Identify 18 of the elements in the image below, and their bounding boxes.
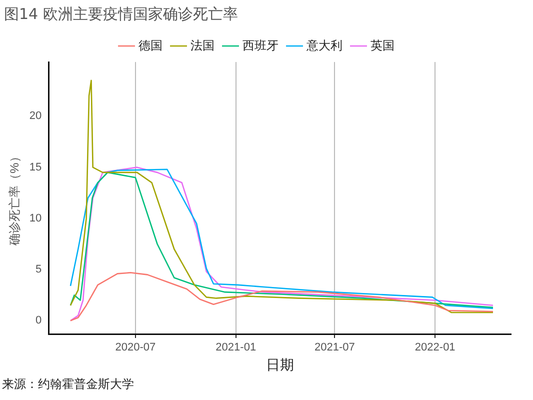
legend-label: 英国 [370, 38, 394, 52]
y-tick-label: 15 [29, 161, 42, 174]
x-tick-label: 2022-01 [414, 342, 456, 354]
legend-label: 意大利 [306, 38, 342, 52]
y-tick-label: 10 [29, 212, 42, 224]
x-tick-label: 2021-01 [216, 342, 256, 354]
legend-label: 德国 [138, 38, 162, 52]
x-tick-label: 2021-07 [314, 342, 355, 354]
chart-title: 图14 欧洲主要疫情国家确诊死亡率 [4, 4, 238, 23]
legend-label: 西班牙 [242, 38, 278, 52]
legend-label: 法国 [190, 38, 214, 52]
y-tick-label: 0 [36, 314, 42, 327]
source-note: 来源：约翰霍普金斯大学 [1, 376, 135, 393]
x-axis-title: 日期 [266, 356, 294, 372]
y-tick-label: 5 [36, 264, 42, 276]
x-tick-label: 2020-07 [115, 342, 156, 354]
y-tick-label: 20 [29, 110, 42, 122]
y-axis-title: 确诊死亡率（%） [8, 150, 22, 246]
